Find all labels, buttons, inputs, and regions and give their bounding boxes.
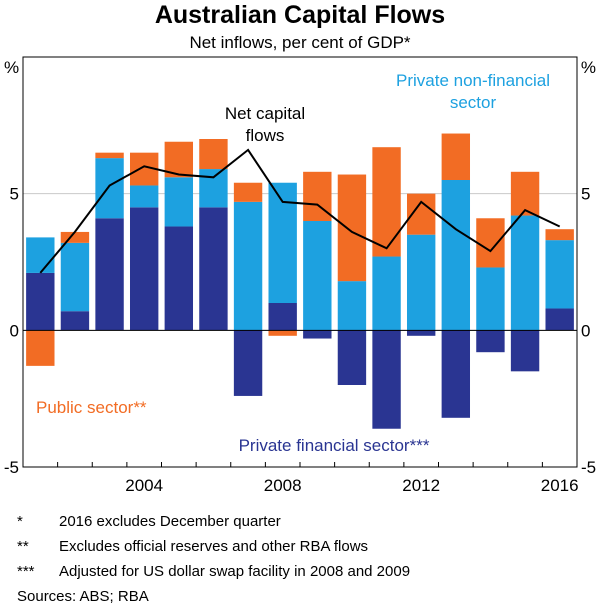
private-nonfinancial-label-line1: Private non-financial xyxy=(396,71,550,90)
bar-public-sector-2001 xyxy=(26,330,55,366)
x-tick-label-2016: 2016 xyxy=(541,476,579,495)
bar-private-financial-sector-2009 xyxy=(303,330,332,339)
bar-private-financial-sector-2014 xyxy=(476,330,505,353)
net-capital-flows-label-line2: flows xyxy=(246,126,285,145)
bar-private-non-financial-sector-2003 xyxy=(95,158,124,219)
bar-private-non-financial-sector-2010 xyxy=(337,281,367,331)
bar-public-sector-2013 xyxy=(441,133,471,180)
y-unit-left: % xyxy=(4,58,19,77)
bar-public-sector-2011 xyxy=(372,147,401,257)
x-tick-label-2008: 2008 xyxy=(264,476,302,495)
y-tick-label-right: 5 xyxy=(581,185,590,204)
bar-private-non-financial-sector-2005 xyxy=(164,177,194,227)
bar-private-financial-sector-2007 xyxy=(233,330,263,396)
y-tick-label-right: 0 xyxy=(581,321,590,340)
bar-public-sector-2008 xyxy=(268,330,297,336)
bar-private-financial-sector-2004 xyxy=(129,207,159,331)
bar-public-sector-2016 xyxy=(545,229,574,241)
bar-private-non-financial-sector-2009 xyxy=(303,221,332,331)
bar-public-sector-2006 xyxy=(199,139,228,170)
net-capital-flows-line xyxy=(39,148,561,274)
capital-flows-chart: -5 -5 0 0 5 5% % 2004 2008 2012 2016 Net capital flo… xyxy=(4,56,596,495)
footnote-text: Excludes official reserves and other RBA… xyxy=(59,538,369,555)
footnote-2: ** Excludes official reserves and other … xyxy=(17,534,587,559)
y-unit-right: % xyxy=(581,58,596,77)
bar-public-sector-2007 xyxy=(233,182,263,202)
bar-public-sector-2010 xyxy=(337,174,367,282)
private-nonfinancial-label-line2: sector xyxy=(450,93,497,112)
bar-private-financial-sector-2011 xyxy=(372,330,401,429)
y-tick-label-left: -5 xyxy=(4,458,19,477)
footnotes: * 2016 excludes December quarter ** Excl… xyxy=(17,509,587,609)
bar-private-non-financial-sector-2011 xyxy=(372,256,401,331)
net-capital-flows-label-line1: Net capital xyxy=(225,104,305,123)
sources-line: Sources: ABS; RBA xyxy=(17,588,149,605)
footnote-mark: * xyxy=(17,513,23,530)
bar-private-non-financial-sector-2002 xyxy=(60,242,90,312)
public-sector-label: Public sector** xyxy=(36,398,147,417)
footnote-3: *** Adjusted for US dollar swap facility… xyxy=(17,559,587,584)
bar-private-financial-sector-2006 xyxy=(199,207,228,331)
bar-private-non-financial-sector-2014 xyxy=(476,267,505,331)
footnote-mark: ** xyxy=(17,538,29,555)
footnote-text: Adjusted for US dollar swap facility in … xyxy=(59,563,411,580)
bar-private-non-financial-sector-2016 xyxy=(545,240,574,309)
y-tick-label-left: 5 xyxy=(10,185,19,204)
bar-private-non-financial-sector-2004 xyxy=(129,185,159,208)
bar-private-financial-sector-2013 xyxy=(441,330,471,418)
chart-title: Australian Capital Flows xyxy=(154,1,446,29)
bar-private-non-financial-sector-2001 xyxy=(26,237,55,273)
bar-private-non-financial-sector-2013 xyxy=(441,180,471,331)
chart-subtitle: Net inflows, per cent of GDP* xyxy=(189,33,411,52)
bar-public-sector-2003 xyxy=(95,152,124,159)
bar-private-non-financial-sector-2012 xyxy=(406,234,436,331)
bar-private-financial-sector-2002 xyxy=(60,311,90,331)
private-financial-label: Private financial sector*** xyxy=(239,436,430,455)
x-tick-label-2004: 2004 xyxy=(125,476,163,495)
bar-public-sector-2002 xyxy=(60,231,90,243)
bar-private-non-financial-sector-2007 xyxy=(233,201,263,331)
bar-private-non-financial-sector-2006 xyxy=(199,169,228,208)
y-tick-label-right: -5 xyxy=(581,458,596,477)
bar-public-sector-2015 xyxy=(510,171,540,216)
bar-private-financial-sector-2012 xyxy=(406,330,436,336)
bar-private-financial-sector-2001 xyxy=(26,272,55,331)
bar-private-non-financial-sector-2015 xyxy=(510,215,540,331)
y-tick-label-left: 0 xyxy=(10,321,19,340)
bar-private-financial-sector-2008 xyxy=(268,303,297,331)
bar-public-sector-2014 xyxy=(476,218,505,268)
footnote-mark: *** xyxy=(17,563,35,580)
bar-private-financial-sector-2016 xyxy=(545,308,574,331)
bar-private-financial-sector-2005 xyxy=(164,226,194,331)
bar-private-financial-sector-2015 xyxy=(510,330,540,372)
footnote-1: * 2016 excludes December quarter xyxy=(17,509,587,534)
bar-private-financial-sector-2010 xyxy=(337,330,367,385)
x-tick-label-2012: 2012 xyxy=(402,476,440,495)
footnote-text: 2016 excludes December quarter xyxy=(59,513,281,530)
bar-private-financial-sector-2003 xyxy=(95,218,124,331)
